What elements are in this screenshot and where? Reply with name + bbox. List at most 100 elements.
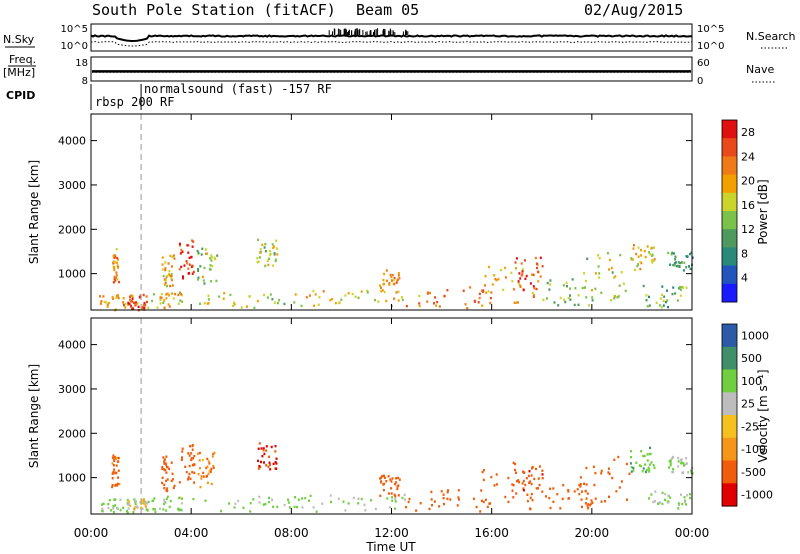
scatter-cell [112,507,115,510]
scatter-cell [192,457,194,460]
scatter-cell [206,465,209,468]
scatter-cell [187,267,190,270]
scatter-cell [482,289,485,292]
scatter-cell [390,275,393,279]
scatter-cell [525,477,528,480]
scatter-cell [267,500,270,504]
scatter-cell [117,476,120,479]
scatter-cell [161,481,164,485]
nsky-label: N.Sky [3,33,35,46]
scatter-cell [510,271,513,275]
scatter-cell [133,508,136,511]
scatter-cell [141,507,144,510]
scatter-cell [546,297,548,300]
scatter-cell [678,265,681,268]
scatter-cell [519,277,522,280]
scatter-cell [611,476,614,480]
scatter-cell [535,287,538,291]
scatter-cell [650,247,653,250]
scatter-cell [143,301,146,305]
colorbar-segment [722,324,737,348]
scatter-cell [122,301,125,304]
x-tick-label: 00:00 [675,526,710,540]
scatter-cell [391,496,394,499]
scatter-cell [536,266,538,270]
colorbar-segment [722,265,737,285]
scatter-cell [360,290,363,293]
scatter-cell [154,510,157,513]
scatter-cell [478,296,481,300]
scatter-cell [257,238,260,242]
scatter-cell [340,298,343,301]
scatter-cell [314,293,317,296]
scatter-cell [374,298,376,302]
scatter-cell [494,277,497,281]
scatter-cell [192,270,195,274]
colorbar-segment [722,229,737,248]
scatter-cell [652,500,655,504]
scatter-cell [163,460,166,463]
scatter-cell [680,286,683,289]
scatter-cell [670,457,673,460]
scatter-cell [191,470,194,474]
scatter-cell [366,291,369,294]
velocity-y-axis-label: Slant Range [km] [27,364,41,468]
scatter-cell [130,305,133,308]
scatter-cell [537,270,540,273]
scatter-cell [119,498,122,501]
scatter-cell [196,249,199,253]
scatter-cell [264,250,267,253]
scatter-cell [202,471,205,475]
scatter-cell [613,276,615,279]
scatter-cell [442,497,445,500]
scatter-cell [639,260,642,264]
scatter-cell [519,285,522,288]
scatter-cell [466,306,469,310]
scatter-cell [553,301,556,304]
scatter-cell [144,303,147,307]
scatter-cell [164,268,167,272]
scatter-cell [393,297,396,300]
scatter-cell [268,249,271,253]
scatter-cell [260,460,262,464]
scatter-cell [382,488,385,492]
scatter-cell [650,461,653,464]
beam-label: Beam 05 [356,1,419,19]
velocity-y-axis: 1000 2000 3000 4000 [58,339,692,485]
nsky-tick-bottom: 10^0 [61,41,88,52]
scatter-cell [537,487,539,490]
scatter-cell [249,502,252,505]
scatter-cell [642,454,645,458]
scatter-cell [351,292,354,296]
scatter-cell [179,508,182,511]
scatter-cell [383,282,385,286]
scatter-cell [598,276,601,279]
scatter-cell [131,297,134,300]
scatter-cell [538,465,541,468]
scatter-cell [482,290,485,293]
scatter-cell [233,506,236,509]
scatter-cell [188,256,191,260]
scatter-cell [652,464,655,467]
scatter-cell [202,279,205,282]
velocity-panel: 1000 2000 3000 4000 00:00 04:00 08:00 12:00 16:… [27,317,773,554]
scatter-cell [107,502,110,506]
scatter-cell [624,289,627,293]
power-y-axis: 1000 2000 3000 4000 [58,135,692,281]
scatter-cell [132,511,135,514]
scatter-cell [666,299,669,302]
scatter-cell [269,293,272,296]
y-tick-label: 3000 [58,179,86,192]
scatter-cell [478,292,481,296]
scatter-cell [567,490,570,493]
scatter-cell [203,302,206,305]
scatter-cell [129,300,132,303]
x-tick-label: 04:00 [174,526,209,540]
scatter-cell [117,456,120,460]
scatter-cell [212,464,215,468]
scatter-cell [482,469,485,472]
scatter-cell [653,466,656,470]
scatter-cell [165,471,168,474]
scatter-cell [101,503,103,506]
scatter-cell [481,289,483,292]
